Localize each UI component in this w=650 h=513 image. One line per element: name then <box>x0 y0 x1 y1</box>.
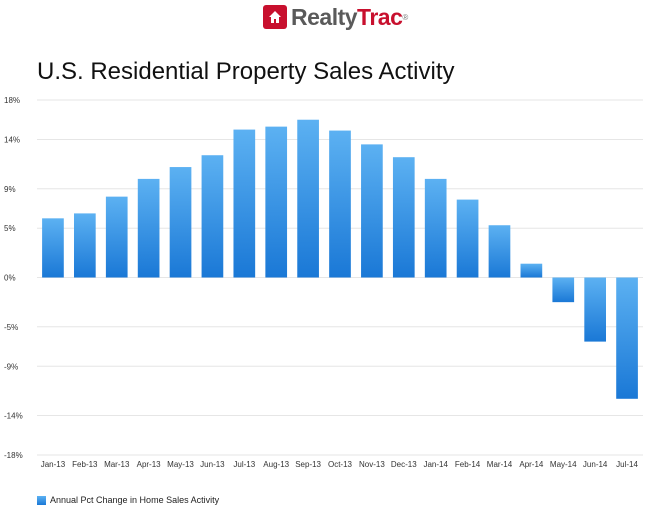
brand-name-part2: Trac <box>357 3 403 30</box>
x-tick-label: Oct-13 <box>328 460 353 469</box>
legend: Annual Pct Change in Home Sales Activity <box>37 495 219 505</box>
x-tick-label: Feb-13 <box>72 460 98 469</box>
y-tick-label: -5% <box>4 323 18 332</box>
x-tick-label: Jun-13 <box>200 460 225 469</box>
y-tick-label: -9% <box>4 362 18 371</box>
bar <box>456 199 479 278</box>
x-tick-label: Aug-13 <box>263 460 289 469</box>
bar <box>73 213 96 278</box>
x-tick-label: Jul-13 <box>233 460 255 469</box>
registered-mark: ® <box>402 12 409 22</box>
x-tick-label: Mar-13 <box>104 460 130 469</box>
x-tick-label: Jan-14 <box>423 460 448 469</box>
x-tick-label: May-14 <box>550 460 577 469</box>
x-tick-label: Dec-13 <box>391 460 417 469</box>
x-tick-label: Jan-13 <box>41 460 66 469</box>
realtytrac-logo: RealtyTrac ® <box>263 3 408 31</box>
y-tick-label: 9% <box>4 185 16 194</box>
bar <box>265 126 288 278</box>
x-tick-label: Sep-13 <box>295 460 321 469</box>
x-tick-label: Nov-13 <box>359 460 385 469</box>
bar <box>297 119 319 278</box>
bar <box>201 155 224 278</box>
x-tick-label: Jun-14 <box>583 460 608 469</box>
bar <box>329 130 351 278</box>
x-tick-label: Feb-14 <box>455 460 481 469</box>
bar <box>392 157 415 278</box>
legend-label: Annual Pct Change in Home Sales Activity <box>50 495 220 505</box>
bar <box>584 277 607 342</box>
bar <box>616 277 638 399</box>
bar <box>169 167 192 278</box>
house-icon <box>263 5 287 29</box>
y-tick-label: -18% <box>4 451 23 460</box>
x-tick-label: Apr-14 <box>519 460 544 469</box>
x-tick-label: Jul-14 <box>616 460 638 469</box>
y-tick-label: -14% <box>4 412 23 421</box>
x-tick-label: Mar-14 <box>487 460 513 469</box>
bar <box>233 129 256 278</box>
bar <box>488 225 511 278</box>
x-axis-ticks: Jan-13 Feb-13 Mar-13 Apr-13 May-13 Jun-13 Jul-… <box>41 460 639 469</box>
y-tick-label: 14% <box>4 135 20 144</box>
bar <box>520 263 543 278</box>
x-tick-label: May-13 <box>167 460 194 469</box>
legend-swatch <box>37 495 46 505</box>
x-tick-label: Apr-13 <box>137 460 162 469</box>
brand-name: RealtyTrac <box>291 3 403 31</box>
bar <box>361 144 383 278</box>
y-tick-label: 18% <box>4 96 20 105</box>
bar <box>42 218 64 278</box>
bar <box>105 196 128 278</box>
brand-name-part1: Realty <box>291 3 358 30</box>
y-tick-label: 5% <box>4 224 16 233</box>
y-axis-ticks: 18% 14% 9% 5% 0% -5% -9% -14% -18% <box>4 96 23 460</box>
bar <box>552 277 575 303</box>
y-tick-label: 0% <box>4 274 16 283</box>
bar <box>137 178 160 278</box>
chart-title: U.S. Residential Property Sales Activity <box>37 58 455 85</box>
bars <box>42 119 638 399</box>
bar <box>424 178 447 278</box>
